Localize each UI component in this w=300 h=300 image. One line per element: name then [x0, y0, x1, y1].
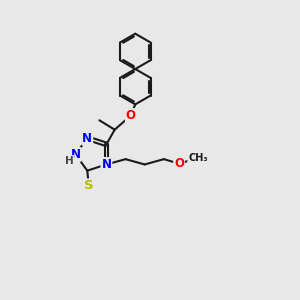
Text: N: N	[82, 132, 92, 145]
Text: CH₃: CH₃	[188, 153, 208, 163]
Text: H: H	[65, 156, 74, 166]
Text: O: O	[174, 157, 184, 170]
Text: N: N	[101, 158, 111, 171]
Text: S: S	[84, 179, 94, 193]
Text: N: N	[70, 148, 80, 161]
Text: O: O	[126, 109, 136, 122]
